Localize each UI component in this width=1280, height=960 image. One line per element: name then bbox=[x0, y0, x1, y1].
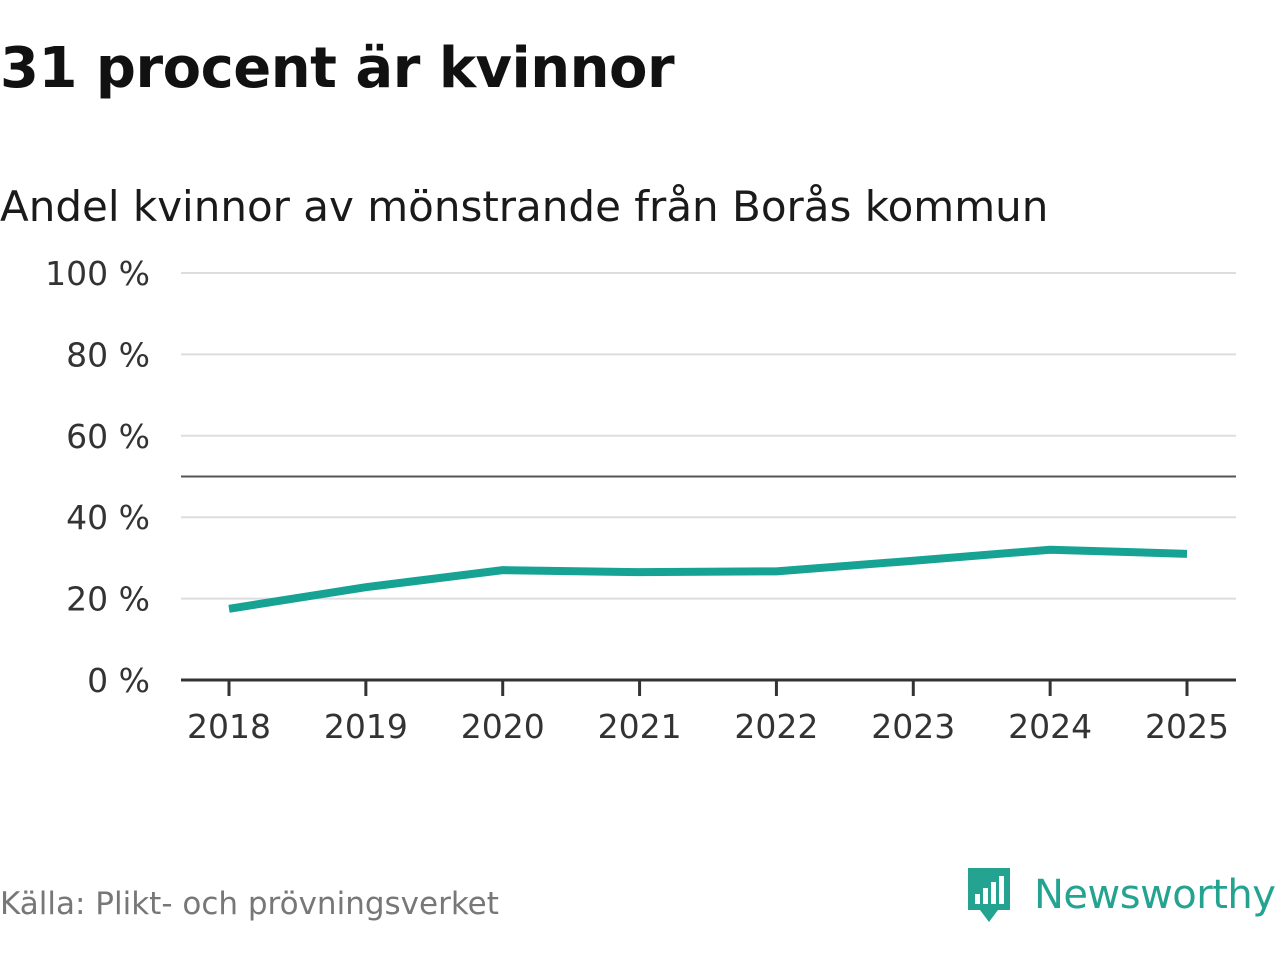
series-group bbox=[228, 545, 1188, 613]
newsworthy-logo-icon bbox=[968, 868, 1010, 922]
series-line bbox=[228, 545, 1188, 613]
source-note: Källa: Plikt- och prövningsverket bbox=[0, 886, 499, 922]
x-tick-label: 2021 bbox=[598, 707, 682, 746]
brand-logo: Newsworthy bbox=[964, 864, 1276, 926]
brand-name: Newsworthy bbox=[1034, 872, 1276, 918]
y-tick-label: 60 % bbox=[66, 417, 150, 456]
x-tick-label: 2024 bbox=[1008, 707, 1092, 746]
x-tick-label: 2018 bbox=[187, 707, 271, 746]
chart-title: 31 procent är kvinnor bbox=[0, 36, 675, 101]
chart-subtitle: Andel kvinnor av mönstrande från Borås k… bbox=[0, 182, 1049, 231]
y-tick-label: 20 % bbox=[66, 580, 150, 619]
y-tick-label: 0 % bbox=[87, 661, 150, 700]
x-tick-label: 2025 bbox=[1145, 707, 1229, 746]
y-tick-label: 80 % bbox=[66, 335, 150, 374]
y-tick-label: 100 % bbox=[45, 254, 150, 293]
x-tick-label: 2023 bbox=[871, 707, 955, 746]
x-axis: 2018 2019 2020 2021 2022 2023 2024 2025 bbox=[181, 678, 1236, 746]
x-tick-label: 2020 bbox=[461, 707, 545, 746]
y-axis-ticks: 0 % 20 % 40 % 60 % 80 % 100 % bbox=[45, 254, 150, 700]
y-tick-label: 40 % bbox=[66, 498, 150, 537]
x-tick-label: 2022 bbox=[734, 707, 818, 746]
gridlines bbox=[181, 272, 1236, 600]
x-tick-label: 2019 bbox=[324, 707, 408, 746]
